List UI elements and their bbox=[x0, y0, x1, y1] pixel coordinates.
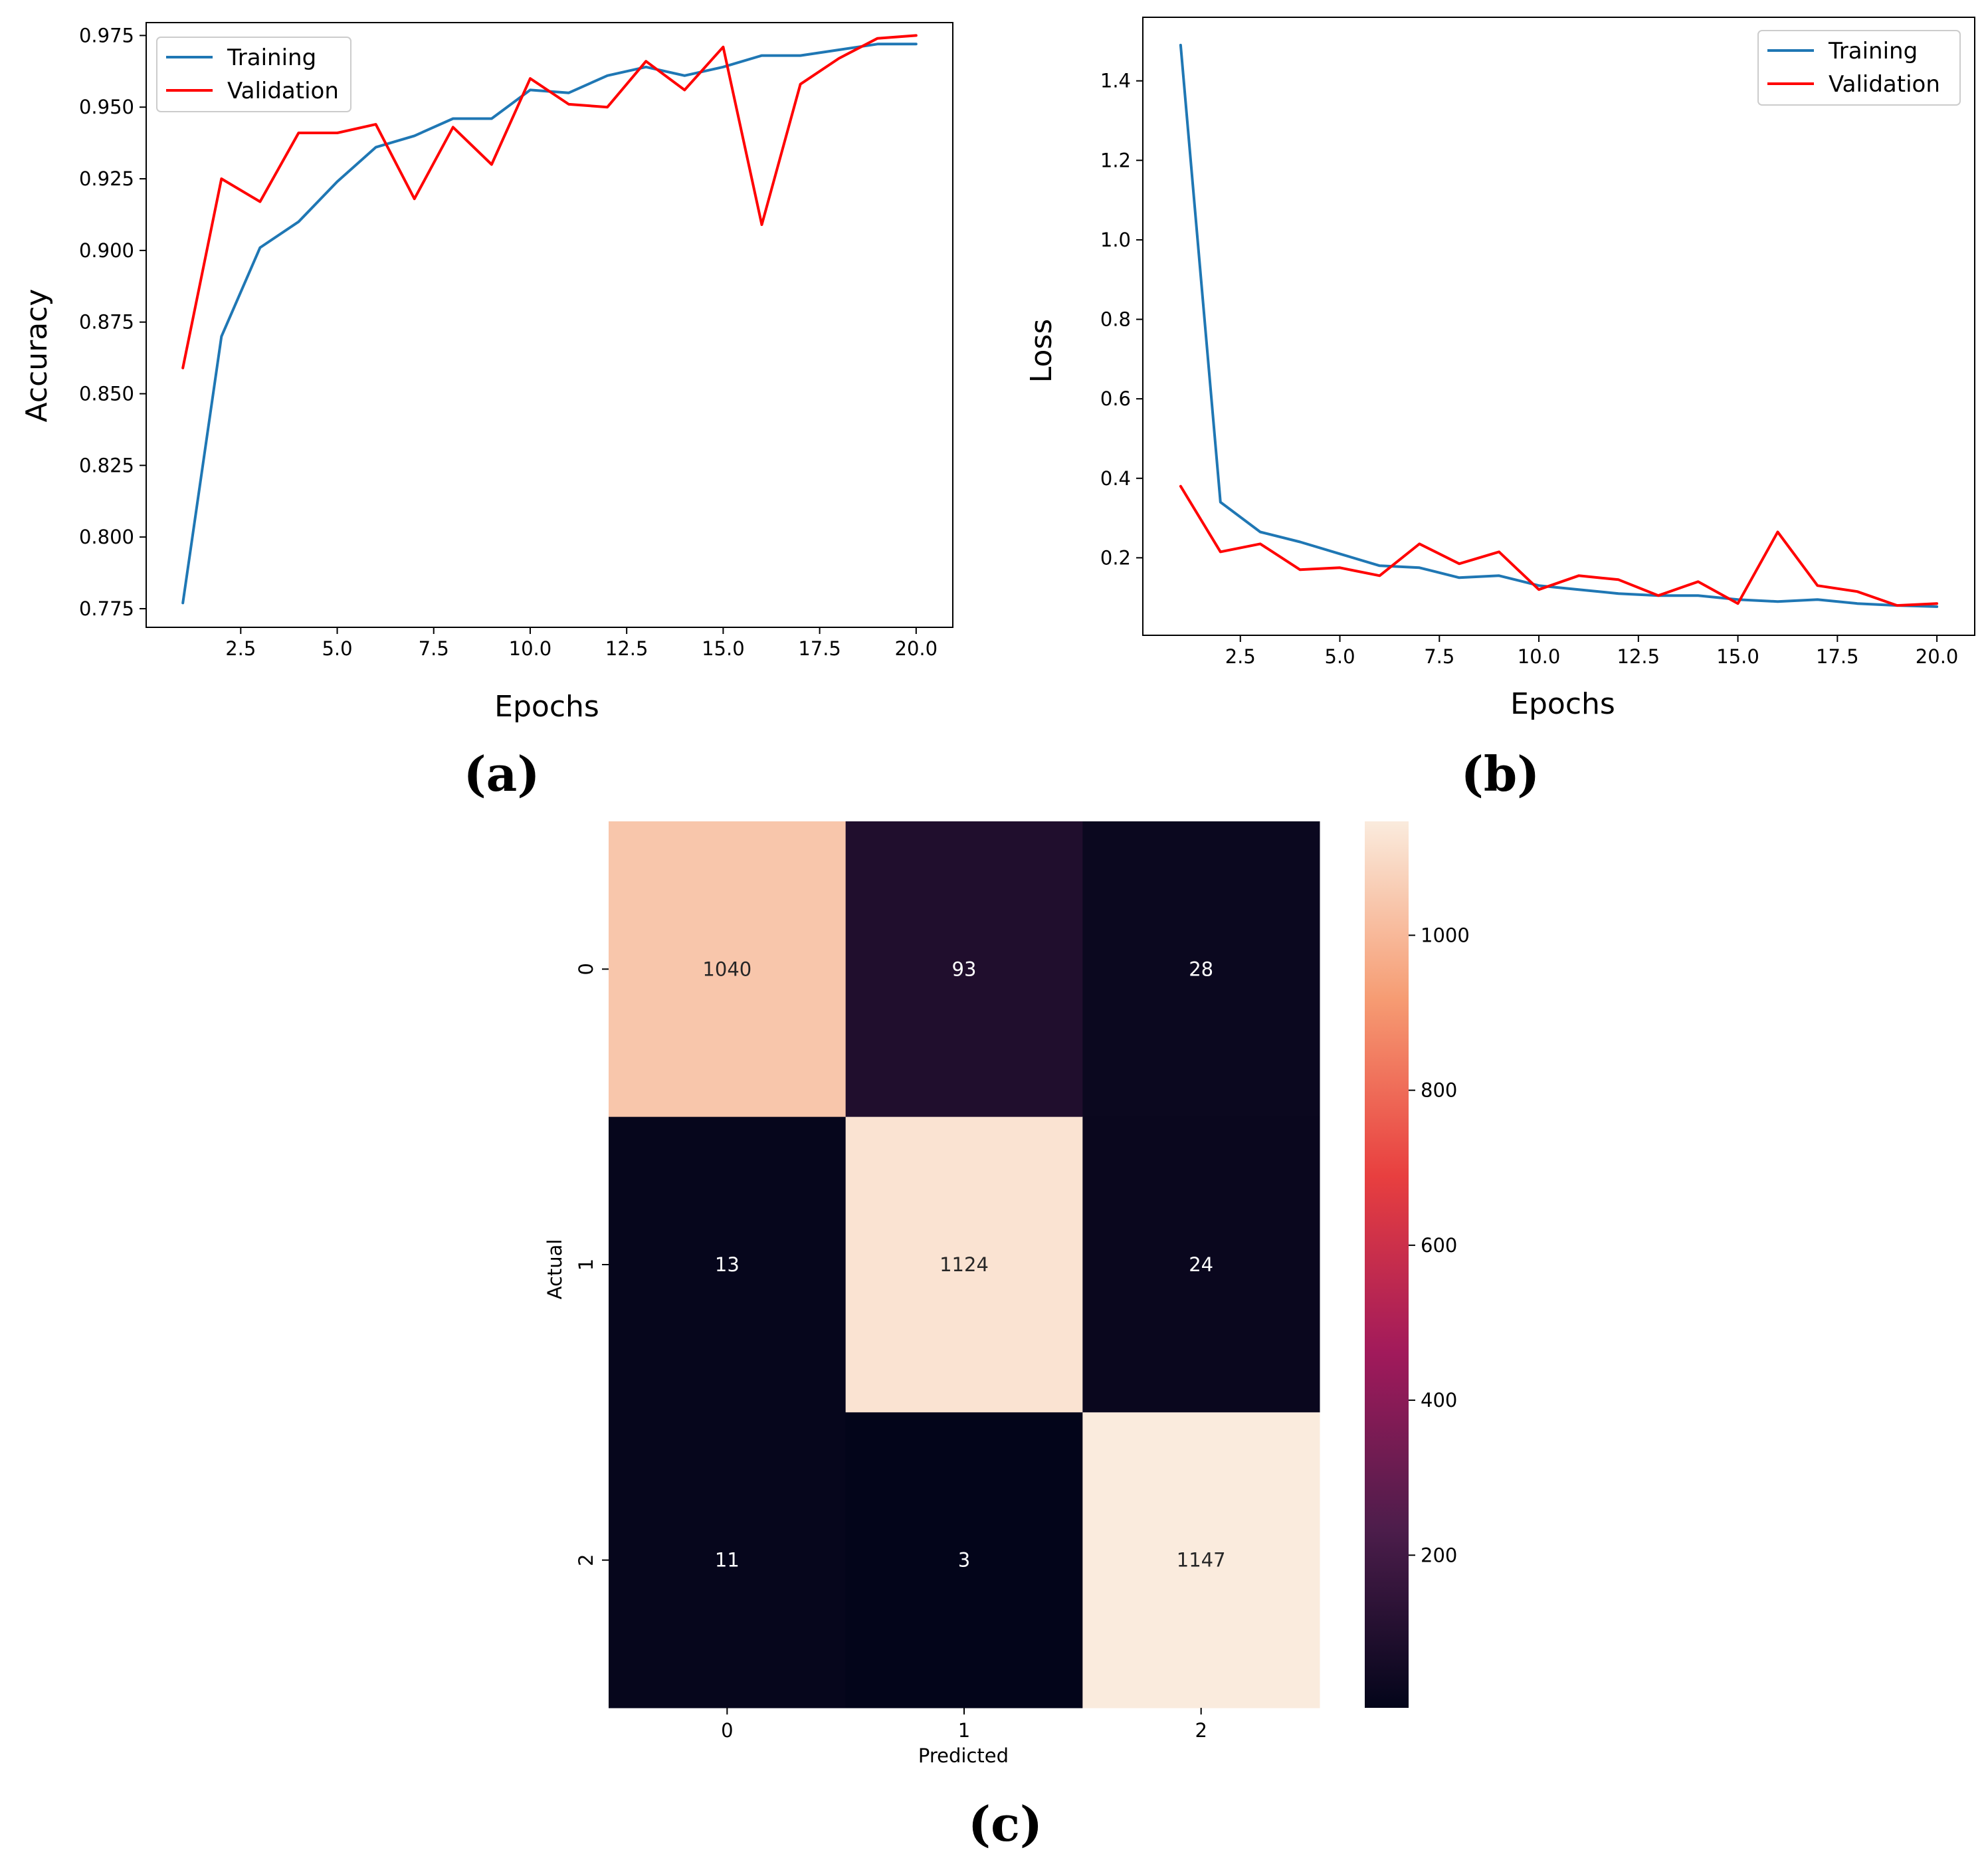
heatmap-cell-value: 28 bbox=[1189, 958, 1213, 980]
heatmap-cell-labels: 1040 93 28 13 1124 24 11 3 1147 bbox=[702, 958, 1225, 1571]
heatmap-y-tick-label: 1 bbox=[575, 1259, 597, 1271]
heatmap-cell-value: 1147 bbox=[1177, 1549, 1226, 1572]
accuracy-x-tick-label: 7.5 bbox=[419, 637, 449, 660]
loss-legend: Training Validation bbox=[1757, 30, 1961, 106]
loss-chart: 2.5 5.0 7.5 10.0 12.5 15.0 17.5 20.0 0.20.40.60… bbox=[1025, 17, 1975, 802]
loss-x-tick-label: 10.0 bbox=[1518, 645, 1561, 668]
accuracy-y-tick-label: 0.850 bbox=[79, 383, 134, 405]
accuracy-plot-frame bbox=[146, 22, 953, 628]
heatmap-x-axis-title: Predicted bbox=[918, 1744, 1009, 1767]
panel-label-c: (c) bbox=[968, 1796, 1043, 1852]
loss-x-tick-label: 2.5 bbox=[1225, 645, 1256, 668]
heatmap-cell-r2-c2 bbox=[1082, 1412, 1320, 1709]
heatmap-x-tick-label: 1 bbox=[958, 1719, 970, 1742]
heatmap-cell-value: 1040 bbox=[702, 958, 751, 980]
heatmap-cell-r1-c2 bbox=[1082, 1116, 1320, 1413]
accuracy-y-tick-label: 0.950 bbox=[79, 96, 134, 118]
colorbar-tick-label: 1000 bbox=[1421, 924, 1470, 946]
heatmap-cell-r0-c1 bbox=[845, 821, 1083, 1118]
loss-y-tick-label: 1.4 bbox=[1100, 70, 1131, 92]
heatmap-cells bbox=[609, 821, 1320, 1709]
heatmap-cell-value: 11 bbox=[715, 1549, 740, 1572]
accuracy-legend: Training Validation bbox=[156, 37, 351, 112]
accuracy-y-tick-label: 0.875 bbox=[79, 311, 134, 334]
accuracy-x-axis-title: Epochs bbox=[494, 690, 599, 724]
heatmap-x-tick-label: 0 bbox=[721, 1719, 733, 1742]
heatmap-cell-r0-c0 bbox=[609, 821, 846, 1118]
accuracy-x-tick-label: 15.0 bbox=[702, 637, 745, 660]
colorbar: 200 400 600 800 1000 bbox=[1365, 821, 1470, 1708]
accuracy-series-layer bbox=[181, 34, 918, 605]
accuracy-y-tick-label: 0.900 bbox=[79, 239, 134, 262]
loss-x-tick-label: 15.0 bbox=[1716, 645, 1759, 668]
accuracy-y-tick-label: 0.800 bbox=[79, 526, 134, 548]
loss-x-ticks: 2.5 5.0 7.5 10.0 12.5 15.0 17.5 20.0 bbox=[1225, 635, 1959, 668]
accuracy-y-tick-label: 0.925 bbox=[79, 167, 134, 190]
loss-x-tick-label: 5.0 bbox=[1324, 645, 1355, 668]
heatmap-cell-value: 3 bbox=[958, 1549, 970, 1572]
loss-series-layer bbox=[1179, 43, 1939, 608]
loss-training-line bbox=[1179, 43, 1939, 608]
accuracy-x-tick-label: 17.5 bbox=[798, 637, 841, 660]
accuracy-training-line bbox=[181, 43, 918, 605]
loss-x-tick-label: 17.5 bbox=[1816, 645, 1859, 668]
colorbar-tick-label: 200 bbox=[1421, 1544, 1457, 1566]
heatmap-y-tick-label: 2 bbox=[575, 1554, 597, 1566]
accuracy-y-tick-label: 0.775 bbox=[79, 597, 134, 620]
panel-label-b: (b) bbox=[1461, 746, 1540, 802]
colorbar-tick-label: 800 bbox=[1421, 1079, 1457, 1102]
colorbar-tick-label: 400 bbox=[1421, 1389, 1457, 1411]
heatmap-cell-value: 13 bbox=[715, 1253, 740, 1276]
loss-x-tick-label: 12.5 bbox=[1617, 645, 1660, 668]
loss-legend-label-validation: Validation bbox=[1829, 71, 1940, 98]
panel-label-a: (a) bbox=[464, 746, 540, 802]
loss-plot-frame bbox=[1142, 17, 1975, 636]
heatmap-cell-r2-c1 bbox=[845, 1412, 1083, 1709]
loss-x-axis-title: Epochs bbox=[1510, 687, 1615, 721]
accuracy-x-tick-label: 10.0 bbox=[509, 637, 552, 660]
accuracy-y-tick-label: 0.975 bbox=[79, 24, 134, 47]
accuracy-legend-label-training: Training bbox=[227, 45, 316, 71]
accuracy-x-tick-label: 5.0 bbox=[322, 637, 352, 660]
accuracy-legend-label-validation: Validation bbox=[227, 78, 339, 104]
accuracy-y-ticks: 0.775 0.800 0.825 0.850 0.875 0.900 0.925 0.950… bbox=[79, 24, 146, 620]
accuracy-chart: 2.5 5.0 7.5 10.0 12.5 15.0 17.5 20.0 0.775 0.800… bbox=[20, 22, 953, 802]
heatmap-x-tick-label: 2 bbox=[1195, 1719, 1207, 1742]
heatmap-cell-value: 24 bbox=[1189, 1253, 1213, 1276]
loss-legend-label-training: Training bbox=[1828, 38, 1918, 64]
accuracy-validation-line bbox=[181, 34, 918, 369]
loss-y-tick-label: 0.2 bbox=[1100, 546, 1131, 569]
loss-y-ticks: 0.2 0.4 0.6 0.8 1.0 1.2 1.4 bbox=[1100, 70, 1143, 569]
accuracy-x-tick-label: 12.5 bbox=[605, 637, 648, 660]
heatmap-x-ticks: 0 1 2 bbox=[721, 1708, 1207, 1742]
accuracy-y-tick-label: 0.825 bbox=[79, 454, 134, 476]
heatmap-cell-r0-c2 bbox=[1082, 821, 1320, 1118]
colorbar-tick-label: 600 bbox=[1421, 1234, 1457, 1257]
loss-y-tick-label: 1.0 bbox=[1100, 229, 1131, 251]
heatmap-y-tick-label: 0 bbox=[575, 963, 597, 975]
confusion-matrix: 1040 93 28 13 1124 24 11 3 1147 0 1 2 0 1 2 Predicte… bbox=[544, 821, 1470, 1852]
accuracy-x-ticks: 2.5 5.0 7.5 10.0 12.5 15.0 17.5 20.0 bbox=[225, 627, 938, 660]
accuracy-x-tick-label: 2.5 bbox=[225, 637, 256, 660]
loss-y-tick-label: 1.2 bbox=[1100, 149, 1131, 171]
loss-x-tick-label: 20.0 bbox=[1916, 645, 1959, 668]
heatmap-y-axis-title: Actual bbox=[544, 1239, 566, 1300]
loss-x-tick-label: 7.5 bbox=[1424, 645, 1454, 668]
heatmap-cell-r1-c1 bbox=[845, 1116, 1083, 1413]
loss-y-tick-label: 0.4 bbox=[1100, 467, 1131, 490]
heatmap-cell-value: 1124 bbox=[940, 1253, 989, 1276]
loss-y-tick-label: 0.8 bbox=[1100, 308, 1131, 331]
heatmap-cell-value: 93 bbox=[952, 958, 977, 980]
accuracy-x-tick-label: 20.0 bbox=[895, 637, 938, 660]
accuracy-y-axis-title: Accuracy bbox=[20, 289, 54, 423]
loss-validation-line bbox=[1179, 484, 1939, 607]
loss-y-axis-title: Loss bbox=[1025, 319, 1058, 383]
heatmap-cell-r1-c0 bbox=[609, 1116, 846, 1413]
loss-y-tick-label: 0.6 bbox=[1100, 387, 1131, 410]
colorbar-gradient bbox=[1365, 821, 1409, 1708]
heatmap-cell-r2-c0 bbox=[609, 1412, 846, 1709]
heatmap-y-ticks: 0 1 2 bbox=[575, 963, 609, 1566]
